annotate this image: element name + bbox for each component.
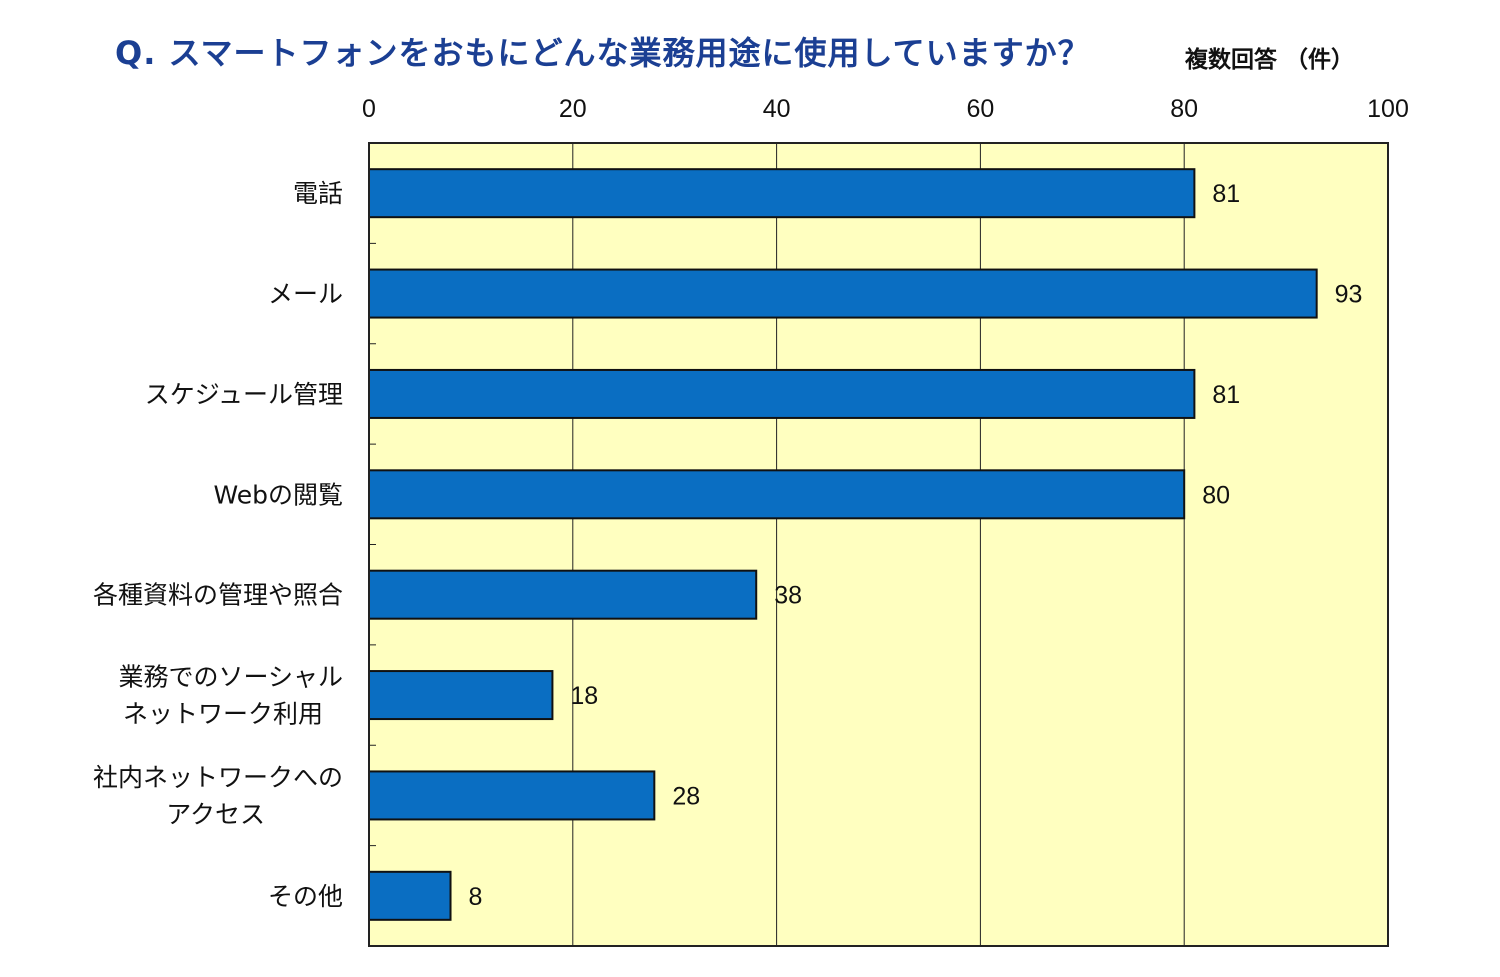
bar bbox=[368, 469, 1186, 520]
category-label: 各種資料の管理や照合 bbox=[93, 581, 343, 610]
x-tick-label: 80 bbox=[1170, 95, 1198, 123]
bar bbox=[368, 368, 1196, 419]
data-label: 93 bbox=[1335, 281, 1363, 309]
category-label: 電話 bbox=[293, 179, 343, 208]
category-label: 業務でのソーシャルネットワーク利用 bbox=[118, 663, 343, 729]
plot-area bbox=[369, 143, 1388, 946]
category-label-line: Webの閲覧 bbox=[213, 480, 343, 509]
category-label-line: 社内ネットワークへの bbox=[93, 763, 343, 792]
chart-title: Q. スマートフォンをおもにどんな業務用途に使用していますか？ bbox=[115, 34, 1091, 72]
plot-border bbox=[368, 142, 1389, 947]
x-tick-label: 0 bbox=[362, 95, 376, 123]
bar bbox=[368, 670, 554, 721]
x-tick-label: 60 bbox=[966, 95, 994, 123]
data-label: 18 bbox=[570, 682, 598, 710]
category-label: その他 bbox=[268, 882, 343, 911]
bar bbox=[368, 569, 758, 620]
bar bbox=[368, 870, 452, 921]
category-label: スケジュール管理 bbox=[145, 380, 343, 409]
data-label: 8 bbox=[469, 883, 483, 911]
category-label-line: ネットワーク利用 bbox=[123, 700, 323, 729]
x-tick-label: 20 bbox=[559, 95, 587, 123]
bar bbox=[368, 168, 1196, 219]
category-label-line: 電話 bbox=[293, 179, 343, 208]
bar bbox=[368, 770, 656, 821]
category-label-line: メール bbox=[268, 280, 343, 309]
data-label: 81 bbox=[1212, 180, 1240, 208]
category-label-line: 業務でのソーシャル bbox=[118, 663, 343, 692]
x-tick-label: 40 bbox=[763, 95, 791, 123]
data-label: 28 bbox=[672, 782, 700, 810]
category-label: 社内ネットワークへのアクセス bbox=[93, 763, 343, 829]
category-label-line: アクセス bbox=[166, 800, 265, 829]
data-label: 81 bbox=[1212, 381, 1240, 409]
category-label-line: スケジュール管理 bbox=[145, 380, 343, 409]
category-label-line: 各種資料の管理や照合 bbox=[93, 581, 343, 610]
x-tick-label: 100 bbox=[1367, 95, 1409, 123]
bar bbox=[368, 268, 1318, 319]
category-label-line: その他 bbox=[268, 882, 343, 911]
category-label: Webの閲覧 bbox=[213, 480, 343, 509]
category-label: メール bbox=[268, 280, 343, 309]
unit-note: 複数回答 （件） bbox=[1185, 47, 1355, 73]
data-label: 38 bbox=[774, 582, 802, 610]
data-label: 80 bbox=[1202, 481, 1230, 509]
